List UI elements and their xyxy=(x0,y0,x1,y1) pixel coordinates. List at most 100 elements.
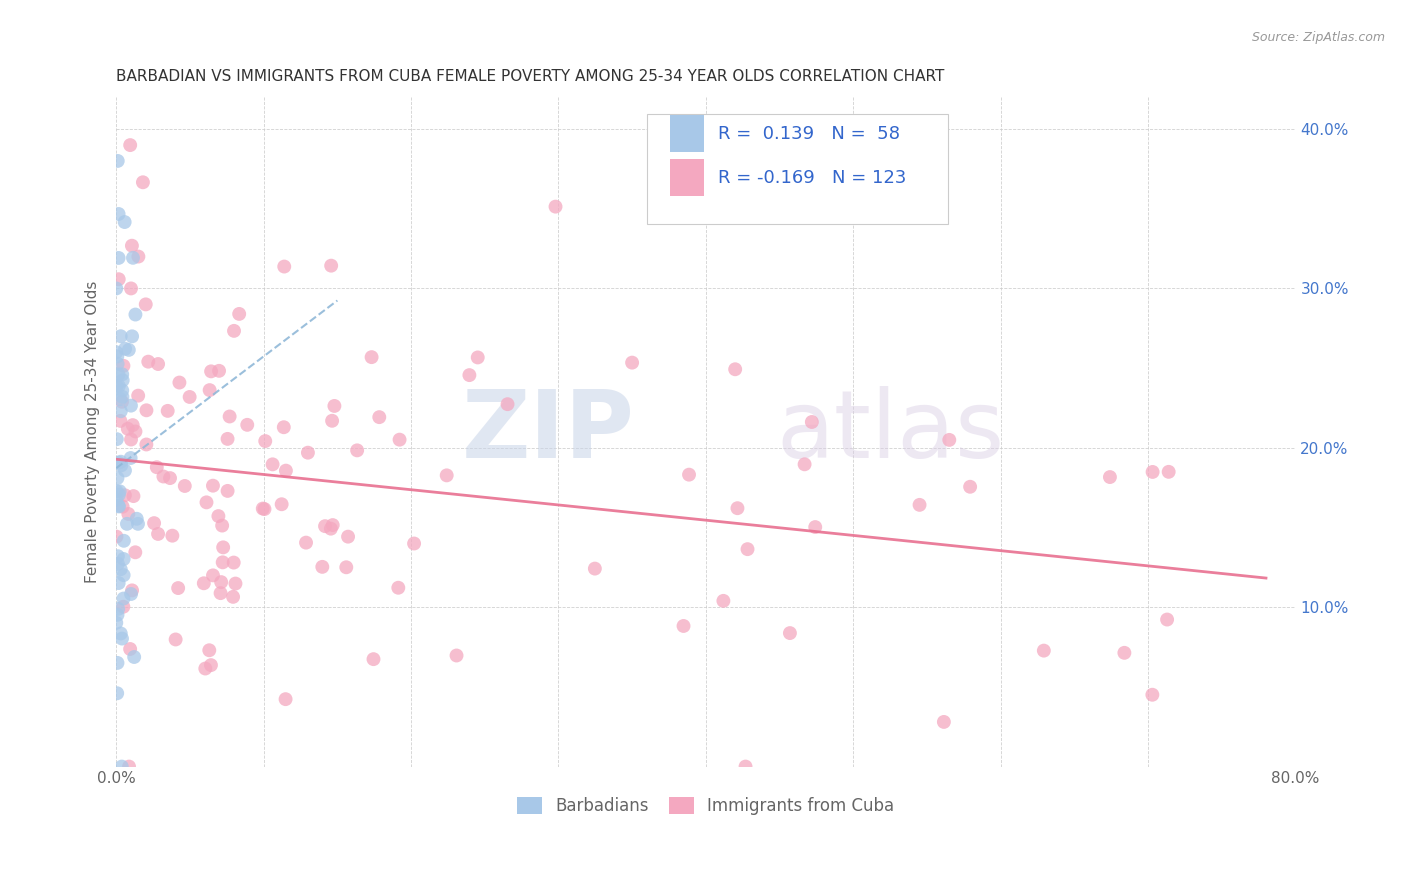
Point xyxy=(122,489,145,503)
Point xyxy=(908,498,931,512)
Point xyxy=(135,297,157,311)
Point xyxy=(222,590,245,604)
Point xyxy=(222,324,245,338)
Point xyxy=(110,562,132,576)
Point xyxy=(198,643,221,657)
Point xyxy=(363,652,385,666)
Point xyxy=(1114,646,1136,660)
Point xyxy=(105,345,128,359)
Point xyxy=(135,437,157,451)
Point xyxy=(110,626,132,640)
Point xyxy=(496,397,519,411)
Point xyxy=(724,362,747,376)
Point xyxy=(1156,613,1178,627)
Point xyxy=(105,350,128,364)
Point xyxy=(173,479,195,493)
Point xyxy=(107,272,129,286)
FancyBboxPatch shape xyxy=(647,114,948,225)
Point xyxy=(143,516,166,530)
Text: R =  0.139   N =  58: R = 0.139 N = 58 xyxy=(717,125,900,143)
Point xyxy=(112,591,135,606)
Point xyxy=(110,404,132,418)
Point xyxy=(672,619,695,633)
Point xyxy=(108,484,131,499)
Point xyxy=(105,615,128,630)
Point xyxy=(107,207,129,221)
Point xyxy=(932,714,955,729)
Point xyxy=(793,458,815,472)
Point xyxy=(734,759,756,773)
Point xyxy=(211,555,233,569)
Point xyxy=(804,520,827,534)
Point xyxy=(122,650,145,665)
Point xyxy=(120,399,142,413)
Point xyxy=(117,422,139,436)
Point xyxy=(111,384,134,398)
Point xyxy=(121,583,143,598)
Point xyxy=(127,389,149,403)
Point xyxy=(311,559,333,574)
Point xyxy=(111,368,134,382)
Point xyxy=(105,530,128,544)
Point xyxy=(194,661,217,675)
Point xyxy=(146,527,169,541)
Point xyxy=(152,469,174,483)
Point xyxy=(111,500,134,514)
Point xyxy=(1032,643,1054,657)
Point xyxy=(1142,465,1164,479)
Point xyxy=(273,260,295,274)
FancyBboxPatch shape xyxy=(671,160,703,196)
Point xyxy=(110,329,132,343)
Point xyxy=(120,138,142,153)
Point xyxy=(105,492,128,507)
Point xyxy=(211,518,233,533)
Point xyxy=(295,535,318,549)
Point xyxy=(1142,688,1164,702)
Point xyxy=(218,409,240,424)
Point xyxy=(120,433,142,447)
Point xyxy=(270,497,292,511)
Point xyxy=(110,414,132,428)
FancyBboxPatch shape xyxy=(671,115,703,152)
Point xyxy=(217,432,239,446)
Point xyxy=(146,357,169,371)
Text: Source: ZipAtlas.com: Source: ZipAtlas.com xyxy=(1251,31,1385,45)
Point xyxy=(107,251,129,265)
Point xyxy=(212,541,235,555)
Point xyxy=(544,200,567,214)
Point xyxy=(105,484,128,499)
Point xyxy=(253,502,276,516)
Point xyxy=(114,215,136,229)
Point xyxy=(156,404,179,418)
Text: atlas: atlas xyxy=(776,386,1005,478)
Point xyxy=(107,656,129,670)
Point xyxy=(217,483,239,498)
Point xyxy=(112,599,135,614)
Point xyxy=(319,522,342,536)
Point xyxy=(404,536,426,550)
Point xyxy=(727,501,749,516)
Point xyxy=(107,357,129,371)
Point xyxy=(108,379,131,393)
Point xyxy=(165,632,187,647)
Point xyxy=(105,379,128,393)
Point xyxy=(198,383,221,397)
Y-axis label: Female Poverty Among 25-34 Year Olds: Female Poverty Among 25-34 Year Olds xyxy=(86,281,100,583)
Point xyxy=(436,468,458,483)
Point xyxy=(107,607,129,622)
Point xyxy=(314,519,336,533)
Point xyxy=(360,350,382,364)
Point xyxy=(122,251,145,265)
Point xyxy=(346,443,368,458)
Point xyxy=(121,238,143,252)
Point xyxy=(107,576,129,591)
Point xyxy=(121,329,143,343)
Point xyxy=(132,175,155,189)
Point xyxy=(323,399,346,413)
Point xyxy=(1098,470,1121,484)
Point xyxy=(127,516,149,531)
Point xyxy=(208,364,231,378)
Text: BARBADIAN VS IMMIGRANTS FROM CUBA FEMALE POVERTY AMONG 25-34 YEAR OLDS CORRELATI: BARBADIAN VS IMMIGRANTS FROM CUBA FEMALE… xyxy=(117,69,945,84)
Point xyxy=(446,648,468,663)
Point xyxy=(107,471,129,485)
